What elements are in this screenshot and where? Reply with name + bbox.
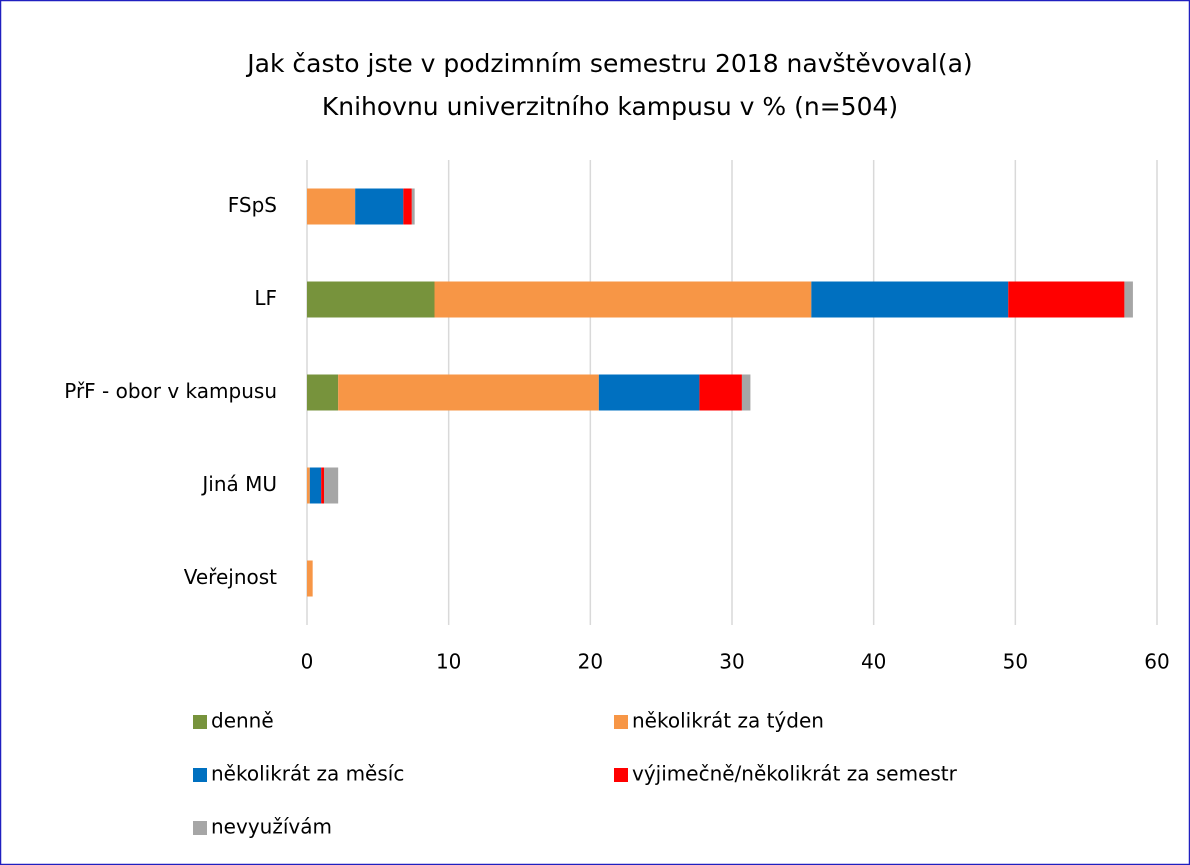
x-tick-label: 0 — [301, 650, 314, 674]
x-tick-label: 50 — [1003, 650, 1028, 674]
legend-swatch — [193, 768, 207, 782]
x-tick-label: 20 — [578, 650, 603, 674]
x-tick-label: 60 — [1144, 650, 1169, 674]
bar-segment — [307, 374, 339, 411]
bar-segment — [338, 374, 599, 411]
legend-label: několikrát za týden — [632, 709, 824, 733]
legend-swatch — [614, 768, 628, 782]
bar-segment — [307, 188, 356, 225]
legend-swatch — [614, 715, 628, 729]
bar-segment — [1008, 281, 1125, 318]
legend-swatch — [193, 715, 207, 729]
legend-label: nevyužívám — [211, 815, 332, 839]
bar-segment — [811, 281, 1009, 318]
bar-segment — [411, 188, 415, 225]
bar-segment — [598, 374, 700, 411]
bar-segment — [307, 467, 310, 504]
bar-segment — [324, 467, 339, 504]
y-tick-label: LF — [254, 286, 277, 310]
legend-label: několikrát za měsíc — [211, 762, 404, 786]
bar-segment — [307, 560, 313, 597]
x-tick-label: 10 — [436, 650, 461, 674]
bar-segment — [741, 374, 751, 411]
bar-segment — [434, 281, 812, 318]
bar-segment — [355, 188, 404, 225]
bar-segment — [309, 467, 322, 504]
chart-title: Jak často jste v podzimním semestru 2018… — [245, 49, 972, 78]
bar-segment — [403, 188, 412, 225]
x-tick-label: 40 — [861, 650, 886, 674]
y-tick-label: PřF - obor v kampusu — [64, 379, 277, 403]
legend-swatch — [193, 821, 207, 835]
bar-segment — [321, 467, 324, 504]
chart-title: Knihovnu univerzitního kampusu v % (n=50… — [322, 92, 898, 121]
legend-label: výjimečně/několikrát za semestr — [632, 762, 958, 786]
bar-segment — [307, 281, 435, 318]
legend-label: denně — [211, 709, 274, 733]
y-tick-label: Veřejnost — [184, 565, 277, 589]
x-tick-label: 30 — [719, 650, 744, 674]
y-tick-label: FSpS — [228, 193, 277, 217]
y-tick-label: Jiná MU — [200, 472, 277, 496]
bar-segment — [699, 374, 742, 411]
bar-segment — [1124, 281, 1133, 318]
